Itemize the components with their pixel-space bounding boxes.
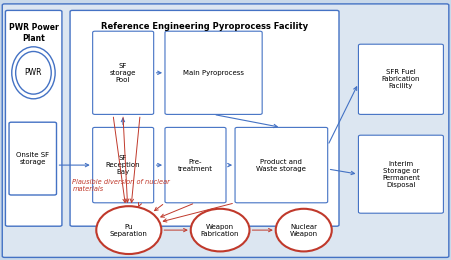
Text: Onsite SF
storage: Onsite SF storage [16,152,50,165]
Text: Product and
Waste storage: Product and Waste storage [256,159,305,172]
FancyBboxPatch shape [235,127,327,203]
Ellipse shape [16,51,51,94]
FancyBboxPatch shape [5,10,62,226]
FancyBboxPatch shape [70,10,338,226]
Ellipse shape [275,209,331,251]
FancyBboxPatch shape [92,127,153,203]
Ellipse shape [190,209,249,251]
Ellipse shape [96,206,161,254]
Text: SF
Reception
Bay: SF Reception Bay [106,155,140,175]
Text: Nuclear
Weapon: Nuclear Weapon [289,224,317,237]
Text: PWR Power
Plant: PWR Power Plant [9,23,58,43]
FancyBboxPatch shape [92,31,153,114]
Text: Weapon
Fabrication: Weapon Fabrication [200,224,239,237]
Text: Reference Engineering Pyroprocess Facility: Reference Engineering Pyroprocess Facili… [101,22,307,31]
Text: SFR Fuel
Fabrication
Facility: SFR Fuel Fabrication Facility [381,69,419,89]
Text: Pu
Separation: Pu Separation [110,224,147,237]
FancyBboxPatch shape [2,4,448,257]
Text: SF
storage
Pool: SF storage Pool [110,63,136,83]
FancyBboxPatch shape [9,122,56,195]
Text: Pre-
treatment: Pre- treatment [177,159,212,172]
Text: Main Pyroprocess: Main Pyroprocess [183,70,243,76]
FancyBboxPatch shape [358,44,442,114]
FancyBboxPatch shape [165,127,226,203]
Text: Plausible diversion of nuclear
materials: Plausible diversion of nuclear materials [72,179,170,192]
FancyBboxPatch shape [358,135,442,213]
Ellipse shape [12,47,55,99]
Text: Interim
Storage or
Permanent
Disposal: Interim Storage or Permanent Disposal [381,161,419,188]
Text: PWR: PWR [25,68,42,77]
FancyBboxPatch shape [165,31,262,114]
